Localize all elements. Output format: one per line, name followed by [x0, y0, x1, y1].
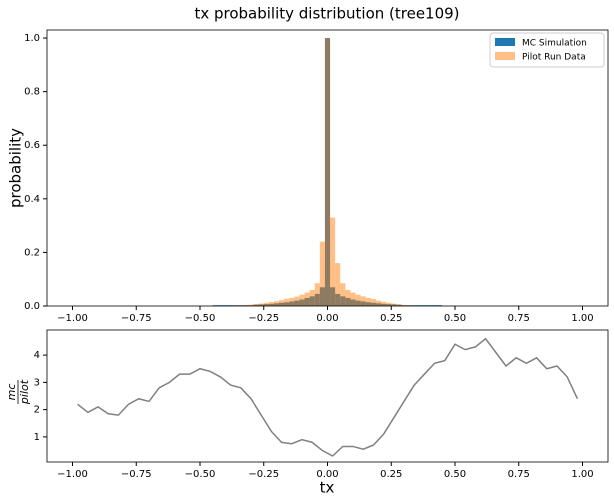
x-tick-label: 0.75 — [508, 469, 530, 480]
y-tick-label: 2 — [34, 405, 40, 416]
bar — [212, 305, 218, 306]
bar — [238, 305, 244, 306]
line — [77, 337, 579, 457]
bar — [273, 301, 280, 306]
bar — [432, 305, 438, 306]
bar — [370, 299, 376, 306]
x-tick-label: 1.00 — [571, 469, 593, 480]
x-tick-label: −0.75 — [121, 313, 152, 324]
bar — [253, 304, 259, 306]
bar — [279, 300, 285, 306]
y-tick-label: 0.4 — [24, 194, 40, 205]
bar — [386, 302, 392, 306]
y-axis-label: mc pilot — [5, 379, 31, 405]
bar — [258, 303, 264, 306]
bar — [324, 38, 331, 307]
x-tick-label: 0.00 — [316, 313, 338, 324]
bar — [248, 304, 254, 306]
x-tick-label: 1.00 — [571, 313, 593, 324]
y-label-numerator: mc — [5, 384, 18, 401]
y-tick-label: 0.0 — [24, 301, 40, 312]
bar — [437, 305, 443, 306]
bar — [268, 301, 274, 306]
legend-swatch — [495, 38, 515, 46]
bar — [222, 305, 229, 306]
y-tick-label: 1.0 — [24, 33, 40, 44]
y-tick-label: 0.8 — [24, 87, 40, 98]
y-tick-label: 1 — [34, 432, 40, 443]
x-tick-label: −0.25 — [248, 469, 279, 480]
x-tick-label: 0.25 — [380, 469, 402, 480]
x-tick-label: −1.00 — [57, 469, 88, 480]
bar — [294, 296, 300, 306]
bar — [284, 298, 290, 306]
bar — [243, 304, 249, 306]
bar — [365, 297, 371, 306]
y-axis-label: probability — [7, 128, 25, 208]
x-tick-label: −0.50 — [185, 313, 216, 324]
bar — [375, 300, 382, 306]
x-tick-label: −0.25 — [248, 313, 279, 324]
bar — [319, 241, 325, 306]
x-tick-label: −0.50 — [185, 469, 216, 480]
bar — [401, 304, 407, 306]
bar — [304, 292, 310, 306]
bar — [217, 305, 223, 306]
bar — [335, 263, 341, 306]
x-tick-label: −0.75 — [121, 469, 152, 480]
y-tick-label: 0.2 — [24, 247, 40, 258]
x-tick-label: 0.25 — [380, 313, 402, 324]
bar — [406, 305, 412, 306]
bar — [350, 292, 356, 306]
x-tick-label: 0.00 — [316, 469, 338, 480]
x-tick-label: 0.75 — [508, 313, 530, 324]
y-label-denominator: pilot — [18, 379, 31, 405]
x-tick-label: 0.50 — [444, 469, 466, 480]
bar — [345, 289, 351, 306]
bar — [421, 305, 427, 306]
bar — [340, 283, 346, 306]
bar — [314, 283, 320, 306]
bar — [228, 305, 234, 306]
legend-label: Pilot Run Data — [522, 53, 586, 63]
x-tick-label: −1.00 — [57, 313, 88, 324]
bar — [355, 294, 361, 306]
bar — [263, 302, 269, 306]
bar — [396, 304, 402, 306]
x-tick-label: 0.50 — [444, 313, 466, 324]
bar — [309, 289, 315, 306]
legend-label: MC Simulation — [522, 39, 587, 49]
x-axis-label: tx — [320, 479, 335, 497]
bar — [330, 217, 336, 306]
legend-box — [489, 32, 605, 68]
y-tick-label: 3 — [34, 377, 40, 388]
y-tick-label: 0.6 — [24, 140, 40, 151]
y-tick-label: 4 — [34, 350, 40, 361]
bar — [426, 305, 433, 306]
bar — [381, 301, 387, 306]
bar — [416, 305, 422, 306]
bar — [289, 297, 295, 306]
legend-swatch — [495, 52, 515, 60]
chart-title: tx probability distribution (tree109) — [194, 5, 459, 23]
bar — [299, 294, 305, 306]
bar — [391, 303, 397, 306]
bar — [360, 296, 366, 306]
